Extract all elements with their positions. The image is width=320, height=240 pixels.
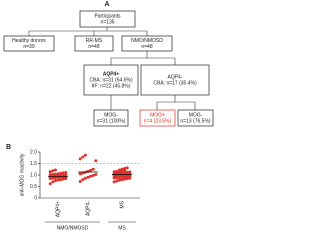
data-point	[48, 170, 52, 174]
data-point	[117, 168, 121, 172]
y-axis-label: anti-MOG reactivity	[19, 153, 25, 196]
node-text: Participants	[94, 13, 121, 19]
data-point	[53, 168, 57, 172]
node-text: AQP4-	[167, 74, 182, 80]
node-box	[3, 35, 55, 52]
data-point	[125, 170, 129, 174]
data-point	[123, 170, 127, 174]
data-point	[61, 177, 65, 181]
node-box	[139, 109, 176, 127]
x-tick-label: MS	[119, 200, 125, 208]
node-text: NMO/NMOSD	[131, 38, 163, 44]
data-point	[56, 178, 60, 182]
node-text: n=13 (76.5%)	[180, 118, 210, 124]
data-point	[112, 170, 116, 174]
connector	[28, 27, 148, 36]
panel-label: A	[104, 1, 109, 8]
node-text: IIF: n=22 (45.8%)	[92, 83, 131, 89]
data-point	[89, 168, 93, 172]
node-box	[79, 10, 136, 28]
data-point	[83, 153, 87, 157]
data-point	[125, 166, 129, 170]
data-point	[64, 173, 68, 177]
data-point	[120, 167, 124, 171]
node-text: MOG-	[189, 112, 203, 118]
data-point	[51, 180, 55, 184]
node-box	[93, 109, 129, 127]
y-tick-label: 0.5	[30, 184, 37, 190]
data-point	[112, 180, 116, 184]
node-text: n=39	[23, 44, 34, 50]
data-point	[123, 167, 127, 171]
data-point	[78, 172, 82, 176]
node-text: MOG+	[150, 112, 165, 118]
data-point	[48, 173, 52, 177]
node-text: n=48	[141, 44, 152, 50]
node-text: RR-MS	[86, 38, 103, 44]
y-tick-label: 1.0	[30, 172, 37, 178]
data-point	[128, 174, 132, 178]
data-point	[61, 171, 65, 175]
data-point	[51, 169, 55, 173]
data-point	[115, 170, 119, 174]
data-point	[83, 176, 87, 180]
node-text: n=48	[88, 44, 99, 50]
connector	[156, 95, 196, 110]
data-point	[86, 175, 90, 179]
connector	[110, 51, 176, 65]
y-tick-label: 0	[34, 195, 37, 201]
y-tick-label: 2.0	[30, 149, 37, 155]
data-point	[94, 173, 98, 177]
node-box	[177, 109, 214, 127]
node-text: CBA: n=31 (64.6%)	[89, 77, 133, 83]
data-point	[123, 177, 127, 181]
data-point	[51, 173, 55, 177]
data-point	[94, 159, 98, 163]
group-label: NMO/NMOSD	[57, 225, 89, 231]
data-point	[53, 172, 57, 176]
panel-label: B	[6, 144, 11, 151]
node-text: n=31 (100%)	[97, 118, 126, 124]
data-point	[81, 155, 85, 159]
data-point	[81, 171, 85, 175]
node-text: n=4 (23.5%)	[144, 118, 172, 124]
data-point	[117, 178, 121, 182]
node-box	[83, 64, 139, 96]
node-text: AQP4+	[103, 71, 120, 77]
figure: A B anti-MOG reactivity Participantsn=13…	[3, 1, 214, 231]
data-point	[78, 179, 82, 183]
data-point	[125, 175, 129, 179]
x-tick-label: AQP4-	[85, 201, 91, 216]
data-point	[53, 179, 57, 183]
data-point	[78, 157, 82, 161]
data-point	[56, 172, 60, 176]
node-box	[121, 35, 173, 52]
data-point	[115, 179, 119, 183]
x-tick-label: AQP4+	[55, 201, 61, 217]
data-point	[48, 182, 52, 186]
y-tick-label: 1.5	[30, 161, 37, 167]
data-point	[81, 178, 85, 182]
data-point	[89, 174, 93, 178]
data-point	[91, 173, 95, 177]
node-box	[74, 35, 114, 52]
node-text: CBA: n=17 (35.4%)	[153, 80, 197, 86]
node-text: n=135	[100, 19, 114, 25]
group-label: MS	[118, 225, 126, 231]
data-point	[59, 178, 63, 182]
node-text: Healthy donors	[12, 38, 46, 44]
data-point	[120, 178, 124, 182]
node-box	[140, 64, 210, 96]
data-point	[59, 171, 63, 175]
data-point	[128, 170, 132, 174]
data-point	[91, 167, 95, 171]
node-text: MOG-	[104, 112, 118, 118]
data-point	[64, 170, 68, 174]
